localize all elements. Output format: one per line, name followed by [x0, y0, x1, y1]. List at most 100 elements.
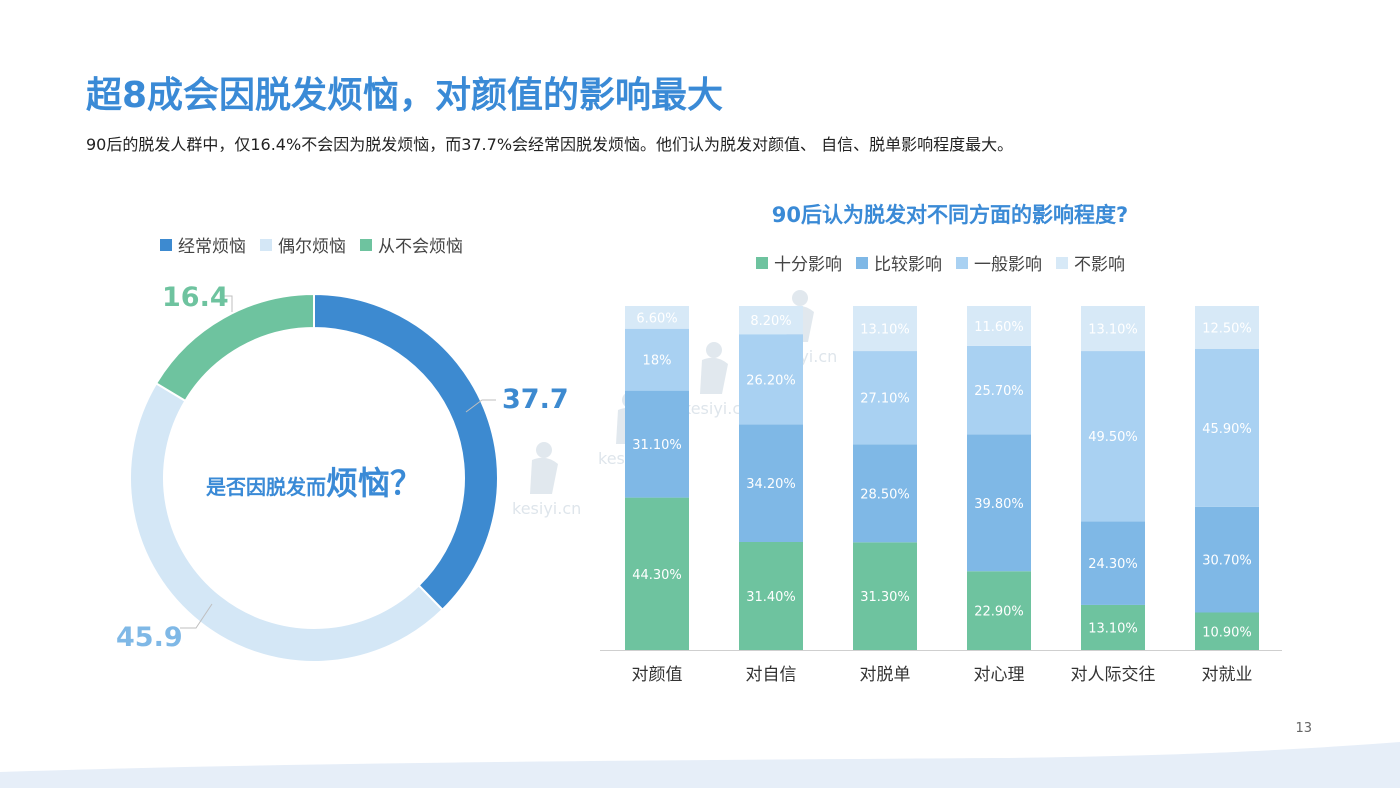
donut-slice-0 [313, 292, 499, 612]
legend-label-general: 一般影响 [974, 255, 1042, 275]
legend-item-never: 从不会烦恼 [360, 232, 463, 257]
donut-leader-line-0 [465, 399, 496, 413]
bar-value-label-2-0: 31.30% [860, 590, 910, 605]
x-tick-label-1: 对自信 [746, 665, 797, 685]
bar-value-label-1-0: 31.40% [746, 590, 796, 605]
bar-value-label-2-3: 13.10% [860, 323, 910, 338]
donut-center-emphasis: 烦恼？ [326, 464, 422, 502]
bar-value-label-5-2: 45.90% [1202, 422, 1252, 437]
bar-segment-2-2 [853, 351, 917, 445]
legend-item-sometimes: 偶尔烦恼 [260, 232, 346, 257]
legend-swatch-never [360, 238, 372, 251]
legend-item-very: 十分影响 [756, 250, 842, 275]
bar-value-label-5-3: 12.50% [1202, 322, 1252, 337]
bar-value-label-3-1: 39.80% [974, 497, 1024, 512]
bar-segment-3-2 [967, 345, 1031, 435]
bar-segment-1-0 [739, 541, 803, 650]
legend-swatch-none [1056, 256, 1068, 269]
bar-segment-3-3 [967, 306, 1031, 346]
donut-chart: 37.7 45.9 16.4 是否因脱发而烦恼？ [116, 282, 569, 663]
bar-value-label-1-1: 34.20% [746, 477, 796, 492]
watermark-text: kesiyi.cn [512, 499, 581, 518]
bar-segment-1-3 [739, 306, 803, 335]
legend-label-often: 经常烦恼 [178, 237, 246, 257]
watermark-figure-icon [706, 342, 722, 358]
bar-value-label-0-3: 6.60% [636, 311, 677, 326]
bar-segment-1-1 [739, 424, 803, 542]
donut-center-prefix: 是否因脱发而 [205, 475, 326, 499]
watermark-figure-icon [792, 290, 808, 306]
stacked-bar-chart: 44.30% 31.10% 18% 6.60% 对颜值 31.40% 34.20% 26.20… [600, 306, 1282, 685]
bar-segment-4-1 [1081, 521, 1145, 605]
bottom-wave-decoration [0, 742, 1400, 788]
bar-chart-title: 90后认为脱发对不同方面的影响程度? [771, 203, 1129, 227]
donut-slice-2 [154, 292, 315, 403]
page-title: 超8成会因脱发烦恼，对颜值的影响最大 [86, 75, 724, 116]
bar-value-label-0-0: 44.30% [632, 568, 682, 583]
bar-segment-5-3 [1195, 306, 1259, 349]
legend-item-often: 经常烦恼 [160, 232, 246, 257]
bar-value-label-5-0: 10.90% [1202, 625, 1252, 640]
page-subtitle: 90后的脱发人群中，仅16.4%不会因为脱发烦恼，而37.7%会经常因脱发烦恼。… [86, 135, 1014, 154]
bar-segment-3-1 [967, 434, 1031, 572]
watermark-text: kesiyi.cn [682, 399, 751, 418]
legend-label-sometimes: 偶尔烦恼 [278, 237, 346, 257]
x-tick-label-2: 对脱单 [860, 665, 911, 685]
bar-segment-5-1 [1195, 506, 1259, 613]
page-number: 13 [1295, 721, 1312, 736]
bar-segment-2-3 [853, 306, 917, 352]
bar-segment-1-2 [739, 334, 803, 425]
legend-label-very: 十分影响 [774, 255, 842, 275]
bar-value-label-1-2: 26.20% [746, 373, 796, 388]
legend-swatch-sometimes [260, 238, 272, 251]
bar-value-label-0-1: 31.10% [632, 438, 682, 453]
x-tick-label-4: 对人际交往 [1071, 665, 1156, 685]
bar-value-label-2-2: 27.10% [860, 392, 910, 407]
legend-label-never: 从不会烦恼 [378, 237, 463, 257]
bar-value-label-3-0: 22.90% [974, 605, 1024, 620]
bar-value-label-4-1: 24.30% [1088, 557, 1138, 572]
donut-leader-line-2 [222, 295, 233, 312]
legend-swatch-fairly [856, 256, 868, 269]
bar-segment-0-3 [625, 306, 689, 329]
legend-item-none: 不影响 [1056, 250, 1125, 275]
bar-value-label-1-3: 8.20% [750, 314, 791, 329]
bar-segment-4-3 [1081, 306, 1145, 352]
donut-leader-line-1 [180, 603, 213, 629]
donut-value-label-0: 37.7 [502, 384, 569, 415]
x-tick-label-0: 对颜值 [632, 665, 683, 685]
legend-item-fairly: 比较影响 [856, 250, 942, 275]
bar-segment-2-0 [853, 542, 917, 650]
legend-item-general: 一般影响 [956, 250, 1042, 275]
donut-value-label-2: 16.4 [162, 282, 229, 313]
donut-slice-1 [129, 381, 444, 663]
bar-value-label-2-1: 28.50% [860, 487, 910, 502]
bar-segment-5-0 [1195, 612, 1259, 650]
bar-segment-0-1 [625, 390, 689, 498]
watermark-figure-body [530, 457, 558, 494]
donut-legend: 经常烦恼 偶尔烦恼 从不会烦恼 [160, 232, 477, 257]
bar-value-label-5-1: 30.70% [1202, 554, 1252, 569]
bar-value-label-0-2: 18% [643, 354, 672, 369]
legend-label-none: 不影响 [1074, 255, 1125, 275]
bar-value-label-4-3: 13.10% [1088, 323, 1138, 338]
watermark-figure-icon [536, 442, 552, 458]
bar-segment-5-2 [1195, 349, 1259, 507]
bar-segment-2-1 [853, 444, 917, 543]
bar-segment-0-2 [625, 328, 689, 391]
bar-legend: 十分影响 比较影响 一般影响 不影响 [756, 250, 1139, 275]
bar-segment-4-2 [1081, 351, 1145, 522]
watermark: kesiyi.cn [512, 442, 581, 518]
legend-swatch-very [756, 256, 768, 269]
donut-value-label-1: 45.9 [116, 622, 183, 653]
bar-value-label-4-0: 13.10% [1088, 621, 1138, 636]
legend-label-fairly: 比较影响 [874, 255, 942, 275]
bar-value-label-3-3: 11.60% [974, 320, 1024, 335]
legend-swatch-general [956, 256, 968, 269]
donut-center-label: 是否因脱发而烦恼？ [205, 464, 422, 502]
x-tick-label-3: 对心理 [974, 665, 1025, 685]
bar-value-label-4-2: 49.50% [1088, 430, 1138, 445]
legend-swatch-often [160, 238, 172, 251]
watermark: kesiyi.cn [682, 342, 751, 418]
